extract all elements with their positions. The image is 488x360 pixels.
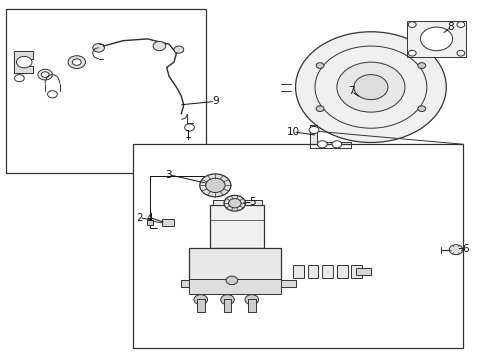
Circle shape [194, 295, 207, 305]
Bar [322, 265, 332, 278]
Text: 8: 8 [447, 22, 453, 32]
Circle shape [41, 72, 49, 77]
Bar [210, 205, 264, 248]
Circle shape [417, 106, 425, 112]
Circle shape [153, 41, 165, 51]
Circle shape [295, 32, 446, 143]
Text: 5: 5 [249, 197, 256, 207]
Text: 9: 9 [212, 96, 218, 107]
Text: 6: 6 [462, 244, 468, 253]
Text: 10: 10 [286, 127, 299, 137]
Circle shape [308, 126, 318, 134]
Bar [407, 21, 465, 57]
Bar [307, 265, 318, 278]
Circle shape [316, 106, 323, 112]
Circle shape [184, 124, 194, 131]
Bar [6, 9, 205, 173]
Text: 2: 2 [136, 212, 142, 222]
Circle shape [47, 91, 57, 98]
Circle shape [200, 174, 230, 197]
Circle shape [15, 75, 24, 82]
Circle shape [228, 199, 241, 208]
Circle shape [93, 44, 104, 52]
Circle shape [174, 46, 183, 53]
Polygon shape [181, 280, 295, 287]
Circle shape [417, 63, 425, 68]
Circle shape [456, 50, 464, 56]
Circle shape [224, 195, 245, 211]
Circle shape [225, 276, 237, 285]
Circle shape [317, 141, 326, 148]
Circle shape [353, 75, 387, 100]
Text: 4: 4 [146, 212, 153, 222]
Polygon shape [309, 125, 351, 148]
Circle shape [68, 56, 85, 68]
Circle shape [407, 50, 415, 56]
Text: 3: 3 [165, 170, 172, 180]
Bar [356, 267, 370, 275]
Bar [292, 265, 303, 278]
Bar [247, 298, 255, 312]
Text: 7: 7 [347, 86, 354, 96]
Circle shape [407, 22, 415, 27]
Circle shape [17, 57, 32, 68]
Bar [188, 248, 281, 280]
Circle shape [448, 245, 462, 255]
Bar [223, 298, 231, 312]
Circle shape [420, 27, 452, 51]
Bar [162, 219, 174, 226]
Circle shape [316, 63, 323, 68]
Circle shape [205, 178, 224, 193]
Polygon shape [14, 51, 33, 73]
Bar [351, 265, 362, 278]
Circle shape [72, 59, 81, 65]
Bar [132, 144, 462, 348]
Circle shape [331, 141, 341, 148]
Bar [147, 220, 153, 225]
Circle shape [456, 22, 464, 27]
Bar [197, 298, 204, 312]
Bar [212, 200, 261, 205]
Circle shape [244, 295, 258, 305]
Circle shape [38, 69, 52, 80]
Bar [336, 265, 347, 278]
Circle shape [220, 295, 234, 305]
Text: 1: 1 [185, 130, 191, 140]
Circle shape [336, 62, 404, 112]
Bar [188, 279, 281, 294]
